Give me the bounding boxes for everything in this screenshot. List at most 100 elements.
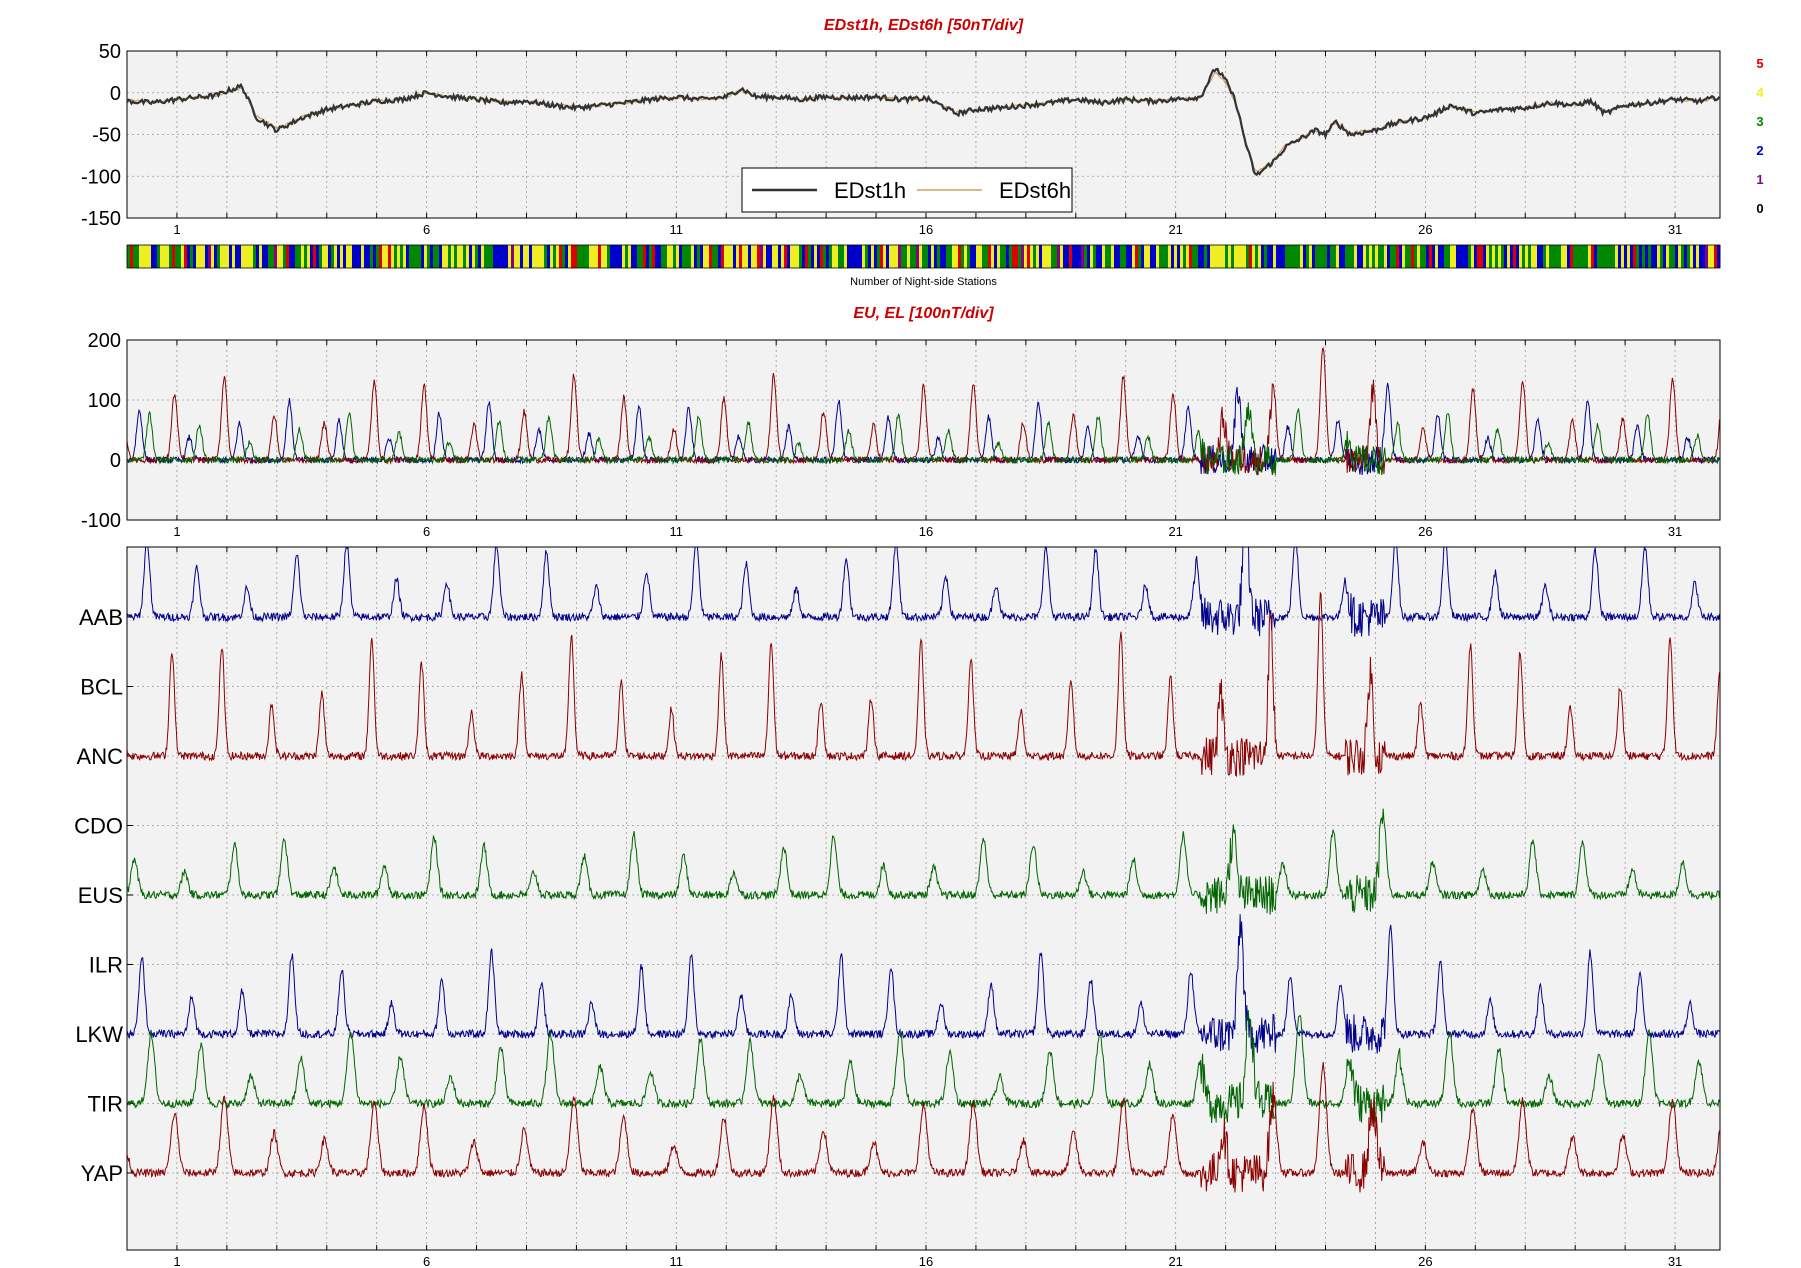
station-count-cell [1513,245,1517,268]
station-count-cell [1498,245,1502,268]
station-count-cell [1714,245,1718,268]
station-count-cell [1066,245,1070,268]
station-count-cell [607,245,611,268]
station-count-cell [856,245,860,268]
station-count-cell [1123,245,1127,268]
station-count-cell [898,245,902,268]
station-count-cell [148,245,152,268]
station-count-cell [1126,245,1130,268]
station-count-cell [1063,245,1067,268]
station-count-cell [859,245,863,268]
station-count-cell [934,245,938,268]
station-count-cell [1636,245,1640,268]
station-count-cell [1465,245,1469,268]
station-count-cell [754,245,758,268]
station-count-cell [1255,245,1259,268]
station-count-cell [1177,245,1181,268]
station-count-cell [505,245,509,268]
station-count-cell [967,245,971,268]
station-count-cell [679,245,683,268]
station-count-cell [769,245,773,268]
station-label-yap: YAP [81,1161,123,1186]
station-count-cell [472,245,476,268]
station-count-cell [1291,245,1295,268]
station-count-cell [292,245,296,268]
station-count-cell [1153,245,1157,268]
station-count-cell [1189,245,1193,268]
station-count-cell [466,245,470,268]
station-count-cell [1453,245,1457,268]
station-count-cell [1309,245,1313,268]
station-count-cell [1627,245,1631,268]
station-count-cell [1300,245,1304,268]
station-count-cell [1630,245,1634,268]
station-count-cell [730,245,734,268]
dst-ytick-label: -100 [81,166,121,188]
station-count-cell [1621,245,1625,268]
station-count-cell [826,245,830,268]
station-count-cell [1207,245,1211,268]
station-count-cell [1495,245,1499,268]
eu-el-xtick-label: 26 [1418,524,1432,539]
station-count-cell [1039,245,1043,268]
station-count-cell [1603,245,1607,268]
dst-xtick-label: 26 [1418,222,1432,237]
station-count-cell [484,245,488,268]
station-count-cell [130,245,134,268]
text-layer: EDst1h, EDst6h [50nT/div]500-50-100-150 1… [74,17,1764,1268]
station-count-cell [1378,245,1382,268]
eu-el-ytick-label: 200 [88,330,121,352]
station-series-line-yap [127,1061,1720,1193]
station-count-cell [1711,245,1715,268]
station-count-cell [1609,245,1613,268]
station-count-cell [361,245,365,268]
station-count-cell [973,245,977,268]
station-count-cell [1111,245,1115,268]
station-count-cell [1597,245,1601,268]
station-count-cell [955,245,959,268]
station-count-cell [832,245,836,268]
station-count-cell [1336,245,1340,268]
station-count-cell [1474,245,1478,268]
station-count-cell [562,245,566,268]
station-count-cell [439,245,443,268]
station-count-cell [1540,245,1544,268]
station-count-cell [1105,245,1109,268]
station-count-cell [1570,245,1574,268]
station-count-cell [451,245,455,268]
station-count-cell [574,245,578,268]
station-count-cell [352,245,356,268]
station-count-cell [1075,245,1079,268]
station-count-cell [853,245,857,268]
station-count-cell [1702,245,1706,268]
station-count-cell [493,245,497,268]
station-count-cell [634,245,638,268]
station-count-cell [157,245,161,268]
station-count-cell [1060,245,1064,268]
station-count-cell [1006,245,1010,268]
station-count-cell [535,245,539,268]
station-count-cell [1576,245,1580,268]
station-count-cell [1384,245,1388,268]
station-count-cell [1531,245,1535,268]
station-count-cell [1450,245,1454,268]
station-count-cell [469,245,473,268]
station-count-cell [1084,245,1088,268]
station-count-cell [1390,245,1394,268]
heatbar-frame [126,244,1721,269]
eu-el-ytick-label: 0 [110,450,121,472]
station-count-cell [1279,245,1283,268]
station-count-cell [319,245,323,268]
station-count-cell [976,245,980,268]
station-count-cell [1492,245,1496,268]
station-count-cell [1408,245,1412,268]
station-count-cell [1102,245,1106,268]
station-count-cell [373,245,377,268]
station-count-cell [886,245,890,268]
station-count-cell [946,245,950,268]
station-count-cell [1549,245,1553,268]
station-count-cell [196,245,200,268]
station-count-cell [1360,245,1364,268]
station-count-cell [991,245,995,268]
station-count-cell [1072,245,1076,268]
